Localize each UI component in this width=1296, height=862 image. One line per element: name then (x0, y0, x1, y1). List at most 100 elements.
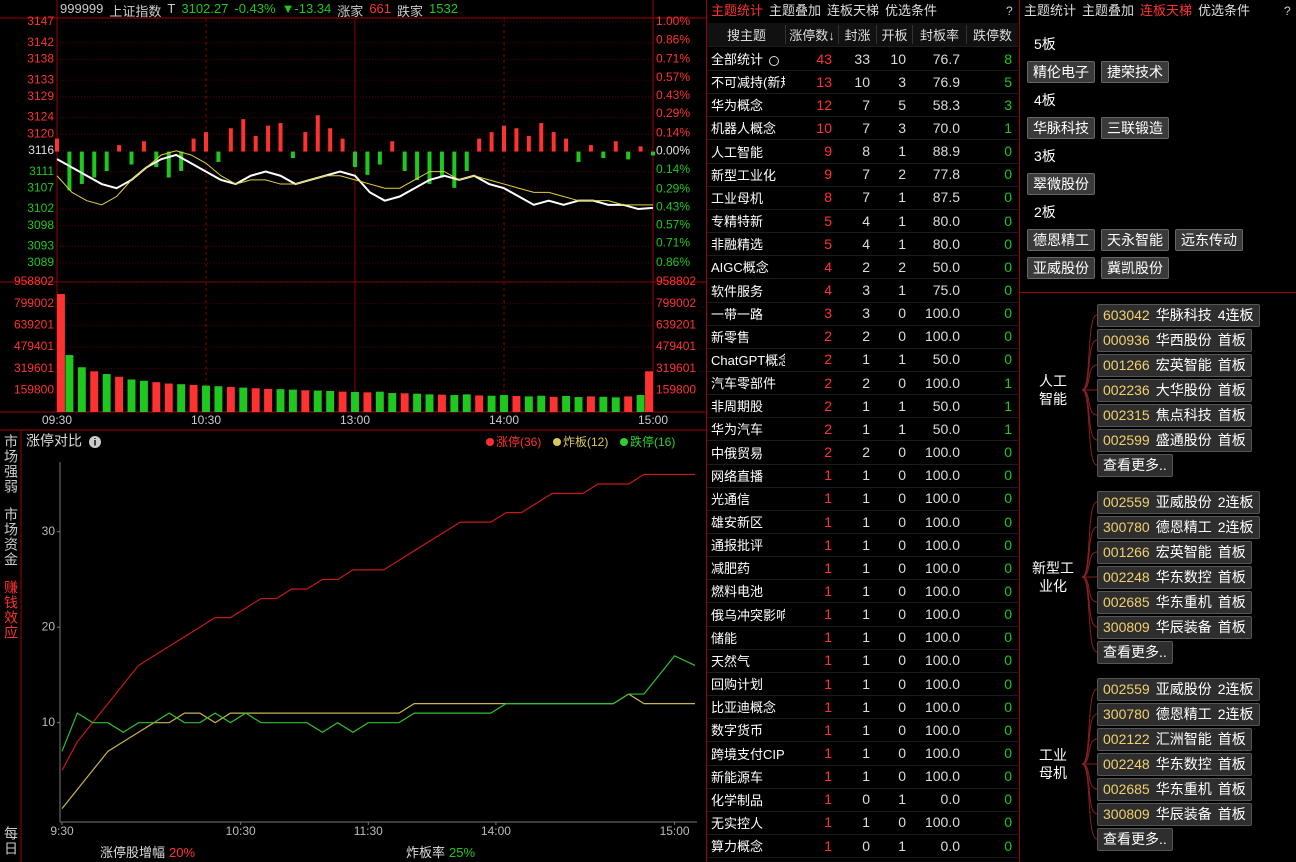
column-header[interactable]: 封涨 (838, 25, 876, 44)
stock-item[interactable]: 002122 汇洲智能 首板 (1097, 728, 1252, 751)
column-header[interactable]: 涨停数↓ (785, 25, 838, 44)
tab[interactable]: 主题统计 (1024, 3, 1077, 18)
stock-button[interactable]: 翠微股份 (1027, 173, 1095, 195)
stock-button[interactable]: 捷荣技术 (1101, 61, 1169, 83)
table-row[interactable]: 工业母机 8 7 1 87.5 0 (707, 186, 1018, 210)
stock-item[interactable]: 002685 华东重机 首板 (1097, 778, 1252, 801)
table-row[interactable]: 非融精选 5 4 1 80.0 0 (707, 232, 1018, 257)
stock-item[interactable]: 001266 宏英智能 首板 (1097, 354, 1252, 377)
stock-item[interactable]: 300809 华辰装备 首板 (1097, 616, 1252, 639)
column-header[interactable]: 搜主题 (727, 28, 767, 43)
stock-button[interactable]: 天永智能 (1101, 229, 1169, 251)
tab[interactable]: 连板天梯 (827, 3, 880, 18)
stock-item[interactable]: 002559 亚威股份 2连板 (1097, 491, 1260, 514)
stock-item[interactable]: 300809 华辰装备 首板 (1097, 803, 1252, 826)
table-row[interactable]: 燃料电池 1 1 0 100.0 0 (707, 579, 1018, 604)
table-row[interactable]: 机器人概念 10 7 3 70.0 1 (707, 116, 1018, 141)
y-tick-label: 958802 (14, 274, 54, 288)
stock-button[interactable]: 远东传动 (1175, 229, 1243, 251)
stock-item[interactable]: 300780 德恩精工 2连板 (1097, 516, 1260, 539)
stock-button[interactable]: 华脉科技 (1027, 117, 1095, 139)
table-row[interactable]: 人工智能 9 8 1 88.9 0 (707, 140, 1018, 164)
stock-item[interactable]: 002248 华东数控 首板 (1097, 753, 1252, 776)
stock-item[interactable]: 000936 华西股份 首板 (1097, 329, 1252, 352)
stock-item[interactable]: 603042 华脉科技 4连板 (1097, 304, 1260, 327)
table-cell: 100.0 (924, 698, 960, 715)
table-row[interactable]: 雄安新区 1 1 0 100.0 0 (707, 510, 1018, 534)
table-row[interactable]: 数字货币 1 1 0 100.0 0 (707, 718, 1018, 743)
tab[interactable]: 主题叠加 (769, 3, 822, 18)
table-row[interactable]: 专精特新 5 4 1 80.0 0 (707, 209, 1018, 234)
table-row[interactable]: 中俄贸易 2 2 0 100.0 0 (707, 441, 1018, 465)
table-cell: 0 (1004, 629, 1012, 646)
table-cell: 0 (1004, 559, 1012, 576)
breadth-bar (328, 128, 333, 152)
tab[interactable]: 连板天梯 (1140, 3, 1193, 18)
table-row[interactable]: 天然气 1 1 0 100.0 0 (707, 649, 1018, 673)
stock-button[interactable]: 冀凯股份 (1101, 257, 1169, 279)
tab[interactable]: 主题统计 (711, 3, 764, 18)
stock-item[interactable]: 002315 焦点科技 首板 (1097, 404, 1252, 427)
stock-item[interactable]: 002236 大华股份 首板 (1097, 379, 1252, 402)
table-row[interactable]: 华为概念 12 7 5 58.3 3 (707, 93, 1018, 118)
table-row[interactable]: 无实控人 1 1 0 100.0 0 (707, 811, 1018, 835)
table-row[interactable]: 全部统计 43 33 10 76.7 8 (707, 47, 1018, 71)
quote-code: 999999 (60, 1, 104, 16)
table-row[interactable]: 跨境支付CIPS 1 1 0 100.0 0 (707, 742, 1018, 766)
table-row[interactable]: 新型工业化 9 7 2 77.8 0 (707, 163, 1018, 187)
side-tab[interactable]: 每日 (3, 826, 19, 856)
help-button[interactable]: ? (1284, 4, 1291, 18)
info-icon[interactable] (89, 436, 101, 448)
stock-button[interactable]: 精伦电子 (1027, 61, 1095, 83)
table-row[interactable]: 新能源车 1 1 0 100.0 0 (707, 765, 1018, 789)
table-row[interactable]: 一带一路 3 3 0 100.0 0 (707, 302, 1018, 326)
level-label: 4板 (1034, 92, 1056, 108)
table-row[interactable]: 软件服务 4 3 1 75.0 0 (707, 279, 1018, 303)
tab[interactable]: 优选条件 (1198, 3, 1251, 18)
stock-item[interactable]: 002685 华东重机 首板 (1097, 591, 1252, 614)
more-button[interactable]: 查看更多.. (1097, 641, 1173, 664)
table-row[interactable]: 非周期股 2 1 1 50.0 1 (707, 394, 1018, 419)
table-row[interactable]: 通报批评 1 1 0 100.0 0 (707, 533, 1018, 558)
chart-title: 涨停对比 (26, 433, 82, 449)
table-row[interactable]: 华为汽车 2 1 1 50.0 1 (707, 417, 1018, 442)
stock-item[interactable]: 001266 宏英智能 首板 (1097, 541, 1252, 564)
table-row[interactable]: AIGC概念 4 2 2 50.0 0 (707, 255, 1018, 280)
side-tab[interactable]: 赚钱效应 (3, 580, 19, 640)
stock-item[interactable]: 002599 盛通股份 首板 (1097, 429, 1252, 452)
legend-marker (486, 438, 494, 446)
table-row[interactable]: 光通信 1 1 0 100.0 0 (707, 487, 1018, 511)
table-row[interactable]: 减肥药 1 1 0 100.0 0 (707, 556, 1018, 581)
table-row[interactable]: 算力概念 1 0 1 0.0 0 (707, 834, 1018, 859)
column-header[interactable]: 跌停数 (966, 25, 1018, 44)
table-cell: 1 (862, 397, 870, 414)
stock-button[interactable]: 三联锻造 (1101, 117, 1169, 139)
side-tab[interactable]: 市场强弱 (3, 434, 19, 494)
board-status: 首板 (1217, 432, 1246, 448)
stock-item[interactable]: 002248 华东数控 首板 (1097, 566, 1252, 589)
more-button[interactable]: 查看更多.. (1097, 828, 1173, 851)
stock-item[interactable]: 300780 德恩精工 2连板 (1097, 703, 1260, 726)
table-row[interactable]: 网络直播 1 1 0 100.0 0 (707, 464, 1018, 488)
table-row[interactable]: 汽车零部件 2 2 0 100.0 1 (707, 371, 1018, 396)
table-row[interactable]: 储能 1 1 0 100.0 0 (707, 626, 1018, 650)
stock-button[interactable]: 德恩精工 (1027, 229, 1095, 251)
column-header[interactable]: 开板 (876, 25, 912, 44)
level-stocks: 翠微股份 (1024, 170, 1292, 198)
column-header[interactable]: 封板率 (912, 25, 966, 44)
table-row[interactable]: 新零售 2 2 0 100.0 0 (707, 325, 1018, 349)
table-cell: 75.0 (932, 282, 960, 298)
table-row[interactable]: 不可减持(新规) 13 10 3 76.9 5 (707, 70, 1018, 95)
more-button[interactable]: 查看更多.. (1097, 454, 1173, 477)
table-row[interactable]: ChatGPT概念 2 1 1 50.0 0 (707, 348, 1018, 372)
table-row[interactable]: 俄乌冲突影响 1 1 0 100.0 0 (707, 603, 1018, 627)
table-row[interactable]: 比亚迪概念 1 1 0 100.0 0 (707, 695, 1018, 720)
table-row[interactable]: 回购计划 1 1 0 100.0 0 (707, 672, 1018, 697)
tab[interactable]: 主题叠加 (1082, 3, 1135, 18)
stock-button[interactable]: 亚威股份 (1027, 257, 1095, 279)
help-button[interactable]: ? (1006, 4, 1013, 18)
side-tab[interactable]: 市场资金 (3, 507, 19, 567)
tab[interactable]: 优选条件 (885, 3, 938, 18)
stock-item[interactable]: 002559 亚威股份 2连板 (1097, 678, 1260, 701)
table-row[interactable]: 化学制品 1 0 1 0.0 0 (707, 788, 1018, 812)
